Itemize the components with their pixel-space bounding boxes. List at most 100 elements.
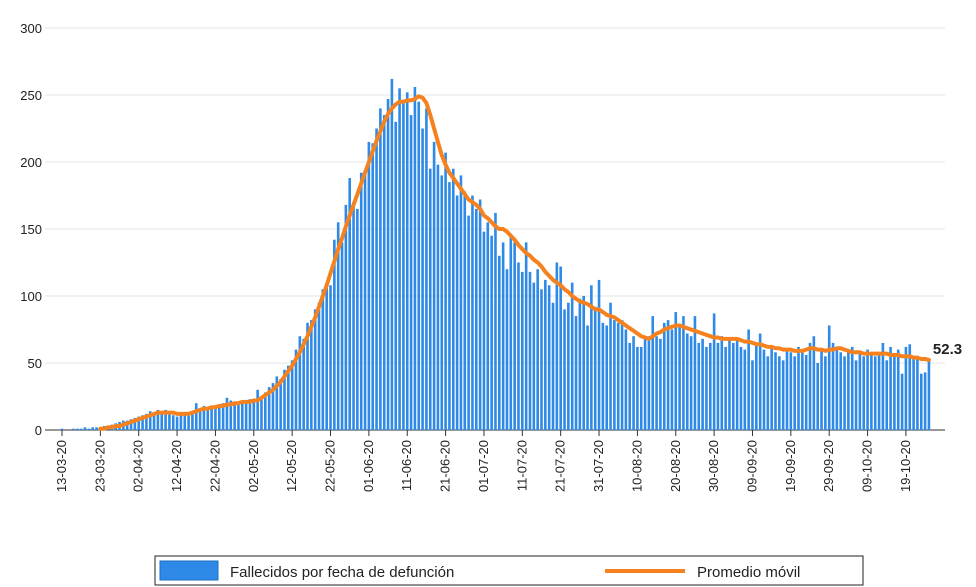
- bar: [72, 428, 75, 430]
- bar: [728, 338, 731, 430]
- bar: [866, 349, 869, 430]
- bar: [785, 349, 789, 430]
- bar: [716, 342, 720, 430]
- bar: [298, 336, 302, 430]
- x-tick-label: 20-08-20: [668, 440, 683, 492]
- bar: [781, 360, 785, 430]
- bar: [916, 357, 919, 430]
- bar: [348, 178, 351, 430]
- bar: [225, 397, 229, 430]
- y-tick-label: 250: [20, 88, 42, 103]
- bar: [417, 101, 421, 430]
- bar: [264, 392, 267, 430]
- bar: [563, 309, 566, 430]
- bar: [152, 412, 156, 430]
- bar: [87, 428, 91, 430]
- bar: [774, 352, 777, 430]
- bar: [409, 115, 413, 430]
- bar: [732, 342, 735, 430]
- bar: [317, 302, 321, 430]
- bar: [835, 346, 839, 430]
- bar: [221, 403, 225, 430]
- x-tick-label: 12-05-20: [284, 440, 299, 492]
- bar: [597, 279, 601, 430]
- bar: [804, 354, 808, 430]
- bar: [904, 346, 908, 430]
- y-tick-label: 100: [20, 289, 42, 304]
- bar: [294, 349, 298, 430]
- bar: [275, 376, 279, 430]
- bar: [724, 346, 727, 430]
- bar: [636, 346, 639, 430]
- bar: [900, 373, 904, 430]
- bar: [544, 279, 547, 430]
- bar: [344, 204, 348, 430]
- bar: [95, 427, 98, 430]
- bar: [267, 387, 271, 430]
- bar: [697, 342, 701, 430]
- bar: [896, 349, 900, 430]
- bar: [448, 182, 451, 430]
- bar: [432, 141, 436, 430]
- bar: [877, 352, 881, 430]
- bar: [601, 322, 605, 430]
- bar: [290, 360, 294, 430]
- bar: [647, 336, 651, 430]
- bar: [770, 346, 773, 430]
- bar: [885, 360, 889, 430]
- bar: [708, 342, 712, 430]
- bar: [743, 349, 747, 430]
- bar: [463, 191, 467, 430]
- bar: [471, 195, 474, 430]
- bar: [513, 242, 516, 430]
- bar: [494, 212, 497, 430]
- bar: [214, 408, 217, 430]
- x-tick-label: 19-10-20: [898, 440, 913, 492]
- bar: [260, 397, 263, 430]
- bar: [148, 411, 152, 430]
- bar: [659, 338, 662, 430]
- bar: [440, 175, 444, 430]
- moving-average-line: [98, 94, 931, 431]
- bar: [217, 405, 221, 430]
- bar: [532, 282, 536, 430]
- bar: [739, 346, 743, 430]
- bar: [643, 338, 647, 430]
- bar: [919, 373, 923, 430]
- bar: [889, 346, 892, 430]
- bar: [758, 333, 762, 430]
- bar: [586, 325, 589, 430]
- bar: [735, 338, 739, 430]
- bar: [183, 413, 187, 430]
- bar: [616, 322, 620, 430]
- bar: [670, 329, 674, 430]
- bar: [893, 356, 896, 430]
- bar: [605, 325, 609, 430]
- bar: [747, 329, 750, 430]
- y-tick-label: 50: [28, 356, 42, 371]
- bar: [160, 411, 164, 430]
- bar: [436, 164, 440, 430]
- bar: [632, 336, 635, 430]
- bar: [820, 349, 823, 430]
- bar: [662, 322, 666, 430]
- bar: [210, 407, 213, 430]
- bar: [375, 128, 378, 430]
- y-tick-label: 150: [20, 222, 42, 237]
- bar: [812, 336, 816, 430]
- bar: [279, 379, 282, 430]
- bar: [678, 325, 681, 430]
- bar: [847, 349, 850, 430]
- bar: [79, 428, 83, 430]
- bar: [363, 172, 367, 430]
- bar: [202, 405, 206, 430]
- bar: [233, 403, 236, 430]
- x-tick-label: 13-03-20: [54, 440, 69, 492]
- bar: [91, 427, 94, 430]
- bar: [402, 101, 405, 430]
- bar: [325, 282, 328, 430]
- bar: [655, 336, 658, 430]
- bar: [382, 115, 386, 430]
- bar: [666, 320, 670, 430]
